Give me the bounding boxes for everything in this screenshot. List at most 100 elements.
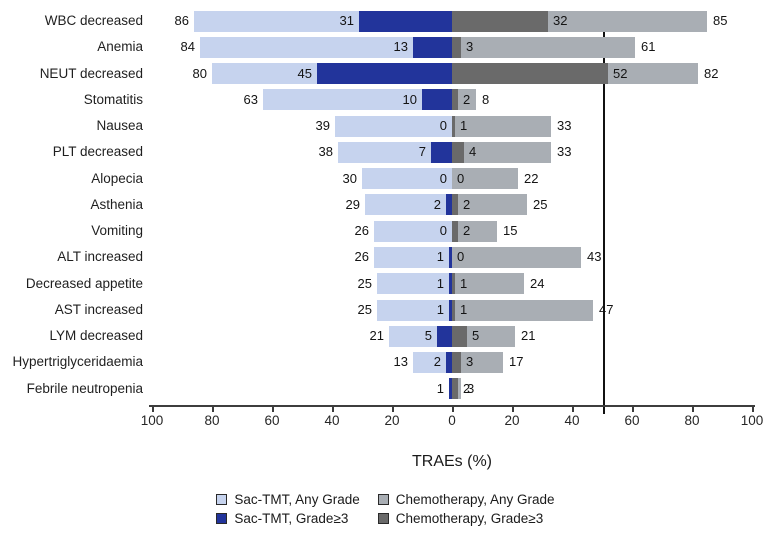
table-row: 29 2 25 2 — [152, 192, 752, 218]
table-row: 80 45 82 52 — [152, 61, 752, 87]
bar-sac-any-grade — [335, 115, 452, 137]
legend-label: Chemotherapy, Any Grade — [395, 492, 555, 507]
axis-tick-label: 80 — [684, 413, 700, 428]
bar-sac-grade3 — [449, 246, 452, 268]
bar-sac-any-grade — [377, 299, 452, 321]
legend-label: Sac-TMT, Grade≥3 — [234, 511, 349, 526]
axis-tick-label: 40 — [324, 413, 340, 428]
bar-sac-grade3 — [449, 378, 452, 400]
table-row: 13 2 17 3 — [152, 349, 752, 375]
value-label-sac-grade3: 13 — [393, 39, 408, 55]
bar-sac-grade3 — [413, 36, 452, 58]
category-label: Decreased appetite — [25, 275, 143, 291]
bar-sac-any-grade — [377, 273, 452, 295]
table-row: 21 5 21 5 — [152, 323, 752, 349]
value-label-chemo-grade3: 2 — [463, 380, 471, 396]
axis-tick — [512, 407, 514, 412]
value-label-sac-any: 13 — [393, 354, 408, 370]
bar-sac-grade3 — [449, 299, 452, 321]
value-label-sac-any: 38 — [318, 144, 333, 160]
table-row: 84 13 61 3 — [152, 34, 752, 60]
axis-tick-label: 0 — [448, 413, 456, 428]
bar-sac-grade3 — [446, 194, 452, 216]
bar-chemo-any-grade — [452, 141, 551, 163]
legend-swatch-icon — [377, 494, 389, 505]
value-label-sac-any: 25 — [357, 301, 372, 317]
table-row: 86 31 85 32 — [152, 8, 752, 34]
bar-sac-any-grade — [413, 352, 452, 374]
bar-sac-any-grade — [365, 194, 452, 216]
legend-swatch-icon — [216, 494, 228, 505]
bar-chemo-grade3 — [452, 10, 548, 32]
value-label-chemo-any: 8 — [482, 91, 490, 107]
bar-chemo-grade3 — [452, 141, 464, 163]
value-label-chemo-any: 17 — [509, 354, 524, 370]
value-label-sac-any: 80 — [192, 65, 207, 81]
table-row: 26 0 15 2 — [152, 218, 752, 244]
value-label-chemo-any: 22 — [524, 170, 539, 186]
value-label-sac-grade3: 1 — [436, 301, 444, 317]
value-label-chemo-grade3: 52 — [613, 65, 628, 81]
category-label: Asthenia — [90, 196, 143, 212]
value-label-sac-grade3: 0 — [439, 223, 447, 239]
value-label-sac-any: 25 — [357, 275, 372, 291]
value-label-chemo-grade3: 2 — [463, 196, 471, 212]
bar-chemo-any-grade — [452, 299, 593, 321]
bar-chemo-any-grade — [452, 352, 503, 374]
bar-chemo-grade3 — [452, 115, 455, 137]
value-label-sac-grade3: 0 — [439, 118, 447, 134]
value-label-chemo-any: 33 — [557, 144, 572, 160]
value-label-chemo-grade3: 0 — [457, 249, 465, 265]
category-label: Nausea — [96, 118, 143, 134]
table-row: 25 1 47 1 — [152, 297, 752, 323]
value-label-sac-any: 30 — [342, 170, 357, 186]
bar-sac-grade3 — [437, 325, 452, 347]
category-label: PLT decreased — [52, 144, 143, 160]
axis-tick — [752, 407, 754, 412]
legend-column-sac: Sac-TMT, Any Grade Sac-TMT, Grade≥3 — [216, 492, 360, 526]
value-label-chemo-any: 24 — [530, 275, 545, 291]
bar-chemo-grade3 — [452, 89, 458, 111]
value-label-sac-grade3: 45 — [297, 65, 312, 81]
value-label-sac-any: 26 — [354, 223, 369, 239]
bar-chemo-any-grade — [452, 115, 551, 137]
category-label: Vomiting — [91, 223, 143, 239]
axis-tick-label: 60 — [264, 413, 280, 428]
bar-chemo-any-grade — [452, 194, 527, 216]
bar-chemo-grade3 — [452, 325, 467, 347]
legend: Sac-TMT, Any Grade Sac-TMT, Grade≥3 Chemot… — [0, 492, 771, 526]
value-label-sac-grade3: 1 — [436, 275, 444, 291]
legend-label: Sac-TMT, Any Grade — [234, 492, 360, 507]
category-label: AST increased — [54, 301, 143, 317]
x-axis-line — [149, 405, 755, 407]
table-row: 39 0 33 1 — [152, 113, 752, 139]
bar-chemo-any-grade — [452, 168, 518, 190]
bar-sac-grade3 — [449, 273, 452, 295]
bar-sac-grade3 — [446, 352, 452, 374]
category-label: Anemia — [97, 39, 143, 55]
zero-baseline — [603, 13, 605, 414]
value-label-sac-grade3: 10 — [402, 91, 417, 107]
axis-tick-label: 80 — [204, 413, 220, 428]
category-label: ALT increased — [57, 249, 143, 265]
bar-chemo-grade3 — [452, 220, 458, 242]
bar-chemo-any-grade — [452, 89, 476, 111]
table-row: 30 0 22 0 — [152, 166, 752, 192]
value-label-chemo-any: 3 — [467, 380, 475, 396]
value-label-chemo-any: 82 — [704, 65, 719, 81]
value-label-sac-any: 21 — [369, 328, 384, 344]
value-label-sac-any: 84 — [180, 39, 195, 55]
axis-tick — [572, 407, 574, 412]
bar-rows: 86 31 85 32 84 13 61 3 80 45 82 52 63 10 8 2 39 0 33 1 38 7 33… — [152, 8, 752, 402]
bar-sac-any-grade — [338, 141, 452, 163]
value-label-chemo-grade3: 2 — [463, 223, 471, 239]
x-axis-title: TRAEs (%) — [412, 453, 492, 470]
value-label-chemo-grade3: 1 — [460, 118, 468, 134]
value-label-chemo-any: 47 — [599, 301, 614, 317]
value-label-chemo-any: 25 — [533, 196, 548, 212]
value-label-chemo-grade3: 3 — [466, 39, 474, 55]
value-label-chemo-grade3: 1 — [460, 275, 468, 291]
legend-swatch-icon — [216, 513, 228, 524]
